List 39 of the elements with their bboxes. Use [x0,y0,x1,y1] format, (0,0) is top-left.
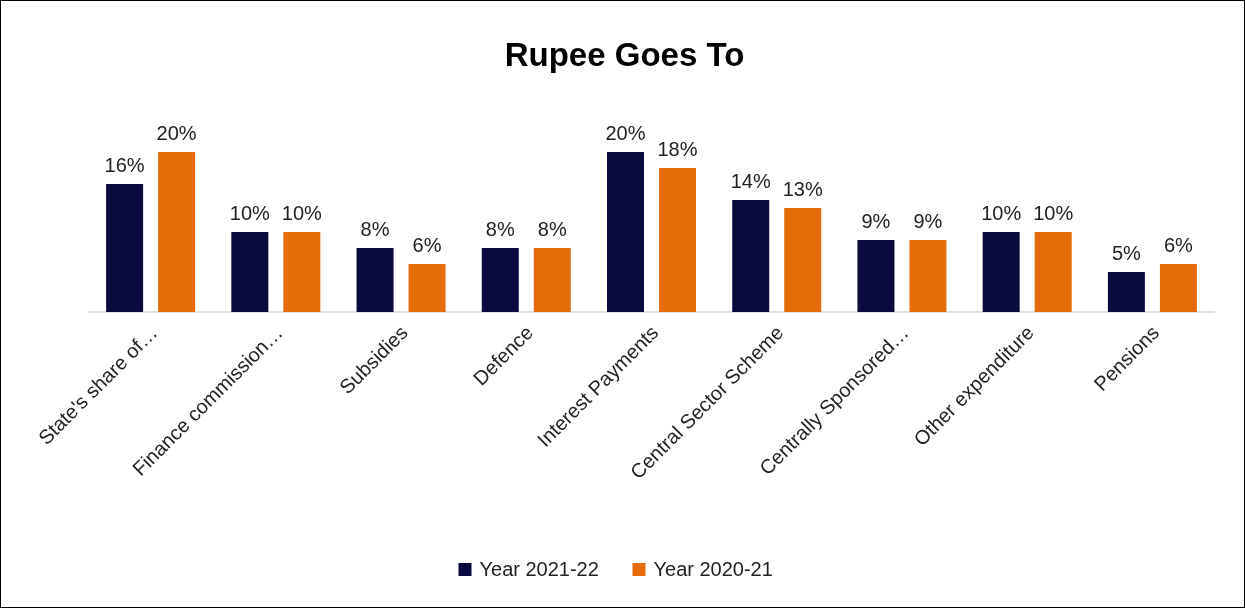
bar [607,152,644,312]
data-label: 13% [782,178,823,200]
data-label: 6% [412,234,442,256]
bar [106,184,144,312]
bar [1159,264,1197,312]
bar [356,248,394,312]
data-label: 16% [104,154,145,176]
legend-label: Year 2021-22 [479,558,599,580]
data-label: 14% [730,170,771,192]
data-label: 6% [1163,234,1194,256]
bar [533,248,571,312]
bar [231,232,269,312]
data-label: 8% [537,218,567,240]
data-label: 18% [657,138,698,160]
data-label: 10% [1033,202,1074,224]
data-label: 10% [281,202,323,224]
bar [732,200,770,312]
data-label: 20% [605,122,646,144]
data-label: 9% [861,210,891,232]
data-label: 8% [485,218,515,240]
data-label: 5% [1111,242,1142,264]
bar [1034,232,1072,312]
bar [283,232,321,312]
bar [982,232,1020,312]
chart-title: Rupee Goes To [504,36,745,73]
bar [408,264,446,312]
data-label: 10% [981,202,1022,224]
bar [1107,272,1145,312]
bar [659,168,696,312]
data-label: 10% [229,202,271,224]
bar [481,248,519,312]
bar [857,240,895,312]
legend-label: Year 2020-21 [653,558,773,580]
data-label: 9% [913,210,943,232]
bar [784,208,822,312]
bar [158,152,196,312]
data-label: 20% [156,122,197,144]
bar [909,240,947,312]
data-label: 8% [360,218,390,240]
